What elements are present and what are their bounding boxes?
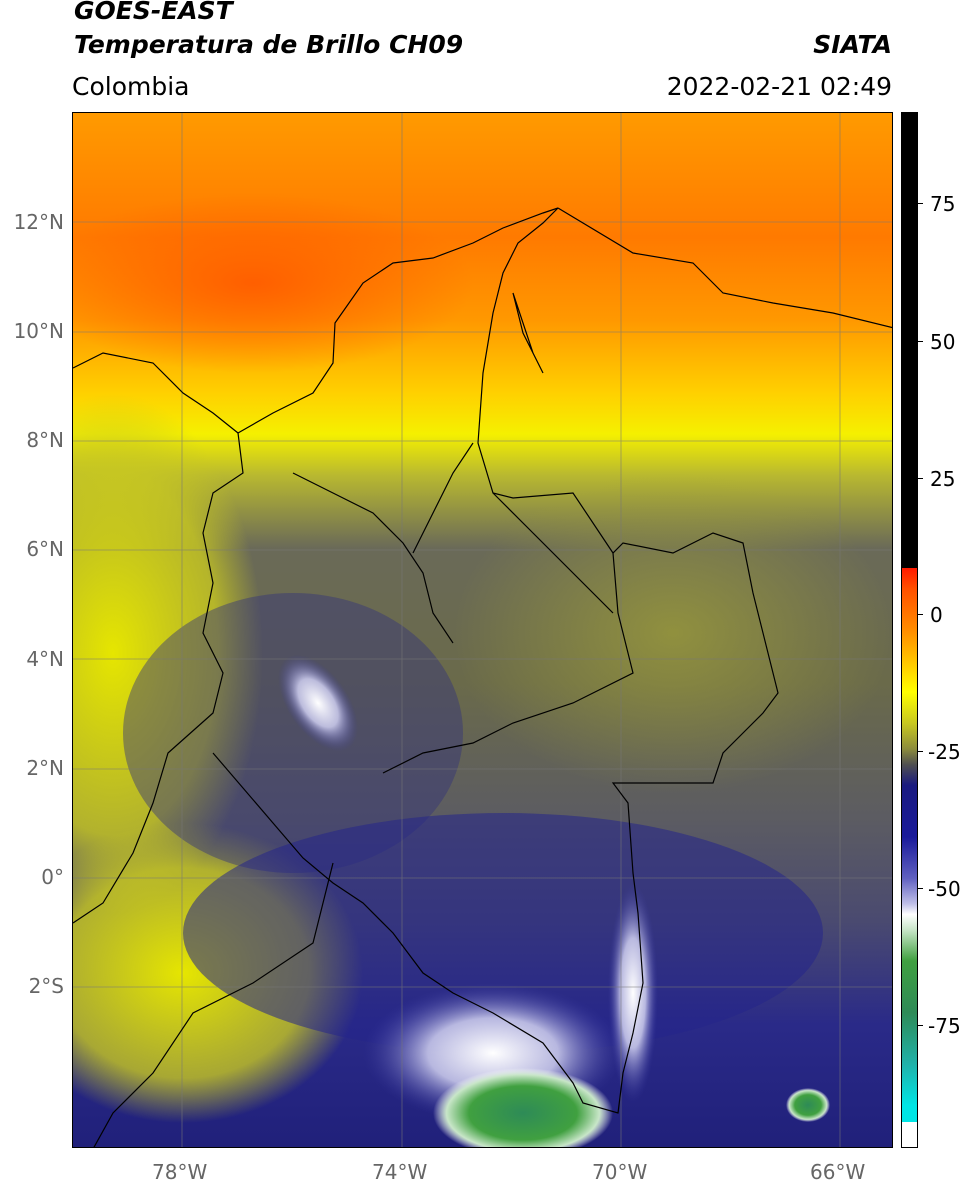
colorbar-label-50: 50 <box>930 330 956 354</box>
cold-cloud-core-1 <box>433 1068 613 1147</box>
lon-label-70w: 70°W <box>592 1160 648 1184</box>
convective-cloud-3 <box>608 883 658 1103</box>
org-label: SIATA <box>813 30 892 59</box>
colorbar-label-minus75: -75 <box>928 1014 961 1038</box>
ecuador-peru-border <box>93 862 334 1147</box>
amazon-cloud-region <box>183 813 823 1053</box>
lat-label-10n: 10°N <box>13 319 64 343</box>
lat-label-2s: 2°S <box>28 974 64 998</box>
cold-cloud-core-2 <box>786 1088 830 1122</box>
warm-region <box>73 193 473 373</box>
graticule <box>73 113 892 1147</box>
colorbar-label-0: 0 <box>930 603 943 627</box>
colorbar-tick-mark <box>918 751 923 752</box>
datetime-label: 2022-02-21 02:49 <box>666 72 892 101</box>
colorbar-label-25: 25 <box>930 467 956 491</box>
andes-cloud-region <box>123 593 463 873</box>
colorbar-tick-mark <box>918 478 923 479</box>
pacific-coastline <box>73 352 244 924</box>
maracaibo-lake <box>512 292 544 374</box>
department-border-1 <box>382 552 634 774</box>
colorbar-tick-mark <box>918 614 923 615</box>
colorbar-tick-mark <box>918 203 923 204</box>
colombia-border <box>212 207 779 1114</box>
colorbar-label-75: 75 <box>930 192 956 216</box>
colorbar-label-minus50: -50 <box>928 877 961 901</box>
lat-label-4n: 4°N <box>26 647 64 671</box>
lat-label-8n: 8°N <box>26 428 64 452</box>
llanos-olive-region <box>453 473 892 793</box>
lon-label-74w: 74°W <box>372 1160 428 1184</box>
temperature-colorbar <box>901 112 918 1148</box>
satellite-map <box>72 112 893 1148</box>
lat-label-0: 0° <box>41 865 64 889</box>
region-label: Colombia <box>72 72 190 101</box>
colorbar-tick-mark <box>918 888 923 889</box>
colorbar-tick-mark <box>918 1025 923 1026</box>
lon-label-78w: 78°W <box>152 1160 208 1184</box>
department-border-4 <box>492 492 614 614</box>
lat-label-2n: 2°N <box>26 756 64 780</box>
department-border-3 <box>412 442 474 554</box>
lon-label-66w: 66°W <box>810 1160 866 1184</box>
lat-label-6n: 6°N <box>26 537 64 561</box>
colorbar-tick-mark <box>918 341 923 342</box>
lat-label-12n: 12°N <box>13 210 64 234</box>
satellite-title: GOES-EAST <box>74 0 233 25</box>
convective-cloud-1 <box>278 654 358 752</box>
venezuela-coastline <box>557 207 892 329</box>
department-border-2 <box>292 472 454 644</box>
product-title: Temperatura de Brillo CH09 <box>74 30 464 59</box>
country-borders <box>73 207 892 1147</box>
pacific-yellow-region <box>73 393 263 913</box>
map-canvas <box>73 113 892 1147</box>
colorbar-label-minus25: -25 <box>928 740 961 764</box>
